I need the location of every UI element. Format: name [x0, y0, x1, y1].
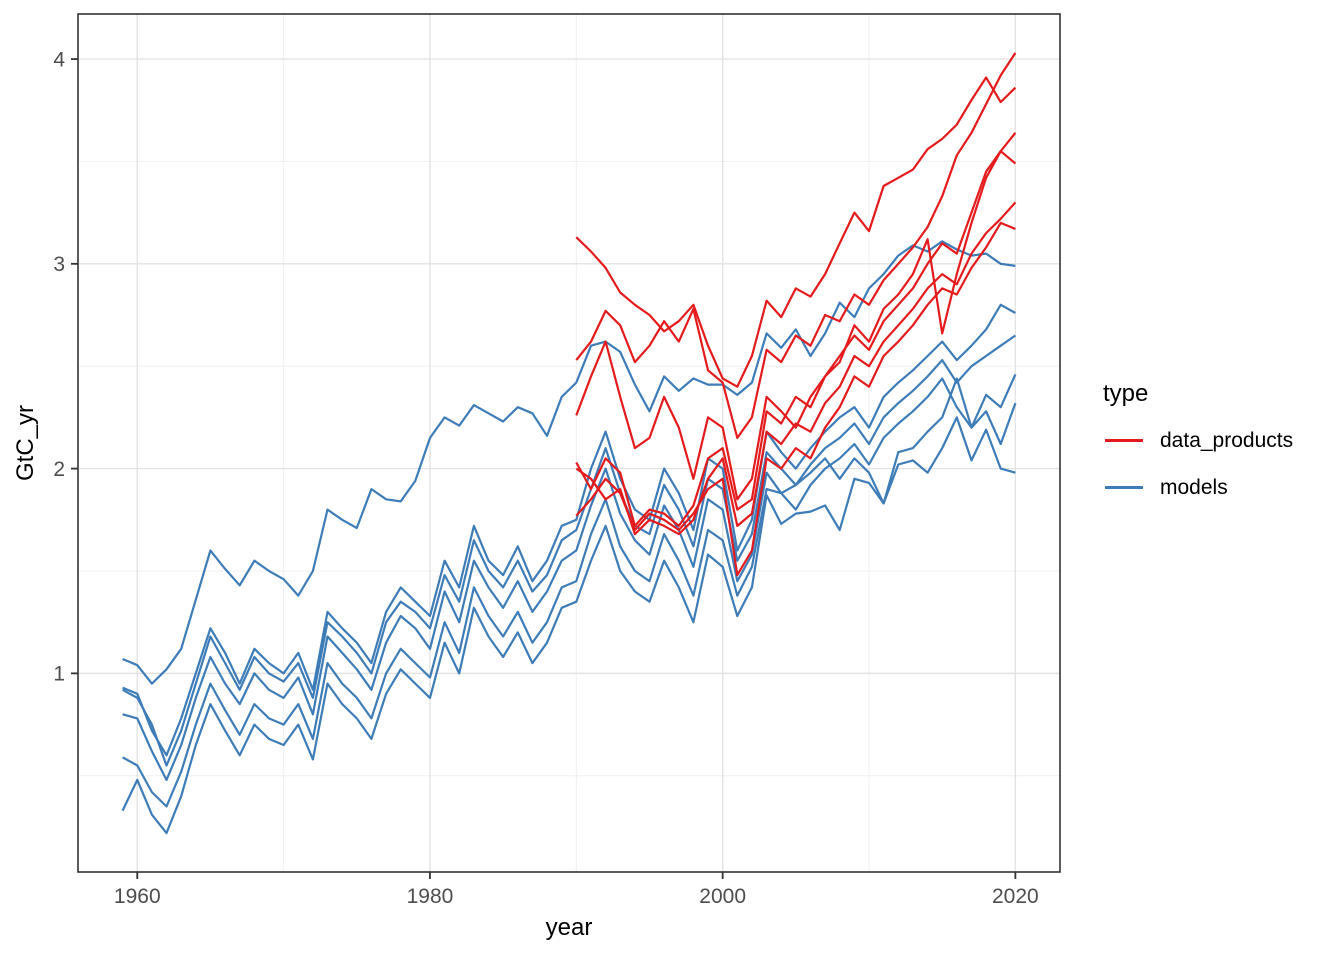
x-axis-title: year: [545, 914, 593, 941]
legend-entry-data-products: data_products: [1105, 428, 1294, 452]
y-tick-label: 3: [53, 253, 65, 276]
series-model_3: [122, 334, 1017, 767]
legend-key-line-icon: [1105, 485, 1143, 489]
legend-entry-label: models: [1160, 475, 1228, 499]
y-axis-title: GtC_yr: [12, 404, 39, 482]
series-data_product_5: [575, 201, 1017, 536]
x-tick-label: 1980: [407, 885, 454, 908]
series-data_product_3: [575, 132, 1017, 501]
series-model_1: [122, 240, 1016, 685]
x-tick-label: 2020: [992, 885, 1039, 908]
legend-entry-models: models: [1105, 475, 1228, 499]
x-tick-label: 1960: [114, 885, 161, 908]
legend-title: type: [1103, 380, 1149, 407]
series-model_4: [122, 373, 1017, 782]
legend-entry-label: data_products: [1160, 428, 1294, 452]
series-model_6: [121, 416, 1016, 835]
x-tick-label: 2000: [699, 885, 746, 908]
series-data_product_2: [575, 52, 1017, 439]
legend-key-line-icon: [1105, 438, 1143, 442]
series-data_product_1: [575, 76, 1017, 388]
y-tick-label: 1: [53, 663, 65, 686]
series-data_product_4: [575, 150, 1017, 528]
legend: type data_products models: [1103, 380, 1343, 498]
series-model_5: [122, 377, 1017, 808]
y-tick-label: 4: [53, 48, 65, 71]
series-model_2: [122, 303, 1016, 757]
series-data_product_6: [575, 221, 1016, 577]
y-tick-label: 2: [53, 458, 65, 481]
